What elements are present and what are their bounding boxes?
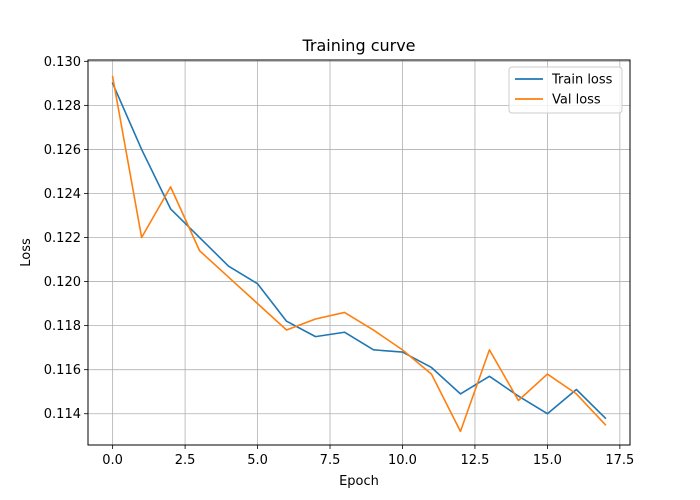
- y-tick-label: 0.114: [44, 407, 81, 422]
- y-tick-label: 0.116: [44, 363, 81, 378]
- plot-area-frame: [87, 59, 631, 446]
- y-tick-label: 0.118: [44, 319, 81, 334]
- x-tick-label: 10.0: [388, 453, 417, 468]
- tick-layer: 0.0 2.5 5.0 7.5 10.0 12.5 15.0 17.5 0.114 0.116 0.…: [44, 55, 635, 468]
- y-tick-label: 0.128: [44, 99, 81, 114]
- x-tick-label: 2.5: [175, 453, 196, 468]
- x-tick-label: 5.0: [247, 453, 268, 468]
- legend-label-train-loss: Train loss: [551, 73, 613, 88]
- legend-label-val-loss: Val loss: [552, 93, 601, 108]
- y-tick-label: 0.126: [44, 143, 81, 158]
- x-tick-label: 7.5: [320, 453, 341, 468]
- y-tick-label: 0.130: [44, 55, 81, 70]
- x-axis-label: Epoch: [339, 474, 379, 489]
- y-axis-label: Loss: [19, 238, 34, 267]
- chart-title: Training curve: [301, 36, 415, 55]
- x-tick-label: 0.0: [102, 453, 123, 468]
- grid-layer: [88, 60, 630, 445]
- x-tick-label: 17.5: [605, 453, 634, 468]
- x-tick-label: 12.5: [460, 453, 489, 468]
- x-tick-label: 15.0: [533, 453, 562, 468]
- series-line-train-loss: [111, 82, 607, 420]
- y-tick-label: 0.122: [44, 231, 81, 246]
- series-layer: [111, 75, 607, 433]
- y-tick-label: 0.120: [44, 275, 81, 290]
- series-line-val-loss: [111, 75, 607, 433]
- legend: Train loss Val loss: [508, 66, 623, 114]
- y-tick-label: 0.124: [44, 187, 81, 202]
